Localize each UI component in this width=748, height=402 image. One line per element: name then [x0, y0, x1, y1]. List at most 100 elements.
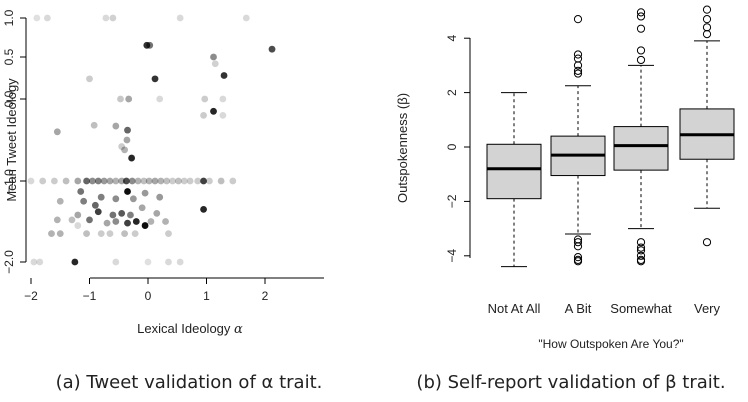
box-outlier: [573, 257, 583, 266]
scatter-point: [220, 72, 228, 79]
scatter-point: [145, 177, 153, 185]
scatter-point: [147, 218, 155, 225]
box-category-label: Not At All: [488, 301, 541, 316]
box-very: [679, 5, 735, 247]
scatter-point: [128, 177, 136, 185]
scatter-point: [68, 216, 76, 224]
scatter-point: [118, 210, 126, 217]
scatter-point: [83, 230, 90, 238]
scatter-point: [242, 14, 250, 22]
box-outlier: [636, 238, 646, 247]
box-outlier: [573, 61, 583, 70]
scatter-x-tick-label: 2: [262, 289, 269, 303]
scatter-point: [102, 14, 110, 22]
scatter-point: [129, 195, 137, 203]
box-outlier: [702, 23, 712, 32]
scatter-point: [194, 177, 202, 185]
box-outlier: [636, 251, 646, 260]
scatter-point: [118, 177, 126, 185]
box-outlier: [702, 15, 712, 24]
scatter-point: [180, 177, 188, 185]
scatter-x-tick-label: −2: [24, 289, 38, 303]
scatter-point: [118, 143, 126, 150]
scatter-point: [141, 189, 149, 197]
scatter-point: [217, 177, 225, 185]
scatter-point: [74, 177, 82, 185]
scatter-point: [62, 177, 70, 185]
box-outlier: [573, 15, 583, 24]
scatter-point: [103, 219, 111, 227]
box-category-label: Somewhat: [610, 301, 672, 316]
scatter-point: [210, 53, 217, 61]
scatter-point: [71, 258, 79, 266]
scatter-point: [125, 95, 133, 103]
scatter-point: [162, 218, 169, 225]
scatter-point: [109, 211, 117, 219]
scatter-point: [112, 195, 120, 203]
scatter-point: [43, 14, 51, 22]
scatter-point: [123, 136, 131, 144]
box-y-label: Outspokenness (β): [395, 93, 410, 203]
scatter-point: [117, 95, 124, 103]
box-iqr: [613, 126, 669, 171]
scatter-point: [109, 14, 117, 22]
scatter-point: [56, 230, 64, 238]
scatter-x-label: Lexical Ideology α: [137, 321, 243, 337]
box-outlier: [702, 30, 712, 39]
box-outlier: [573, 242, 583, 251]
scatter-y-tick-label: 0.0: [2, 90, 16, 107]
scatter-point: [219, 112, 227, 119]
scatter-point: [151, 75, 159, 83]
box-category-label: Very: [694, 301, 721, 316]
scatter-point: [94, 177, 102, 185]
scatter-point: [211, 60, 219, 68]
box-y-tick-label: 0: [445, 143, 459, 150]
scatter-point: [200, 205, 207, 213]
scatter-point: [122, 177, 130, 185]
scatter-point: [176, 258, 184, 266]
scatter-point: [53, 128, 61, 136]
scatter-point: [36, 258, 44, 266]
scatter-point: [53, 216, 61, 224]
scatter-point: [106, 177, 114, 185]
scatter-x-tick-label: −1: [83, 289, 97, 303]
scatter-point: [201, 95, 209, 103]
scatter-point: [86, 75, 93, 83]
scatter-point: [156, 95, 164, 103]
scatter-point: [86, 216, 93, 224]
scatter-point: [146, 41, 154, 49]
scatter-point: [151, 177, 159, 185]
scatter-point: [156, 193, 164, 201]
box-y-tick-label: 4: [445, 35, 459, 42]
scatter-point: [140, 177, 148, 185]
scatter-point: [74, 222, 82, 229]
box-a-bit: [550, 15, 606, 266]
box-outlier: [702, 238, 712, 247]
scatter-point: [200, 112, 207, 119]
scatter-point: [90, 121, 98, 129]
scatter-point: [30, 258, 38, 266]
scatter-point: [74, 211, 82, 219]
scatter-point: [97, 230, 105, 238]
scatter-point: [112, 258, 120, 266]
box-y-tick-label: 2: [445, 89, 459, 96]
scatter-point: [112, 177, 120, 185]
box-outlier: [573, 66, 583, 75]
scatter-y-label: Mean Tweet Ideology: [4, 78, 19, 202]
box-not-at-all: [486, 92, 542, 268]
scatter-point: [268, 45, 276, 53]
scatter-point: [134, 177, 142, 185]
scatter-point: [138, 204, 146, 212]
scatter-point: [83, 177, 90, 185]
box-outlier: [573, 50, 583, 59]
box-iqr: [486, 143, 542, 200]
scatter-point: [144, 258, 152, 266]
scatter-y-tick-label: 0.5: [2, 48, 16, 65]
box-outlier: [636, 55, 646, 65]
box-y-tick-label: −4: [445, 249, 459, 263]
scatter-point: [100, 177, 108, 185]
box-x-label: "How Outspoken Are You?": [538, 337, 683, 351]
scatter-point: [176, 14, 184, 22]
scatter-point: [132, 218, 140, 225]
box-outlier: [636, 46, 646, 55]
